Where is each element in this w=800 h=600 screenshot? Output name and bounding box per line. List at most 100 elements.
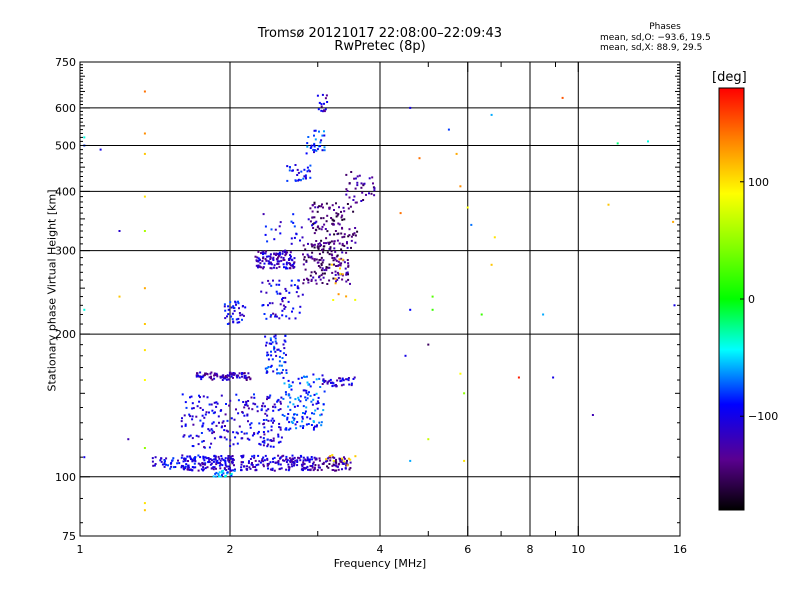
data-point [199,371,202,374]
data-point [257,463,260,466]
data-point [232,443,235,446]
data-point [342,383,345,386]
data-point [318,457,321,460]
data-point [233,373,236,376]
data-point [258,442,261,445]
data-point [322,245,325,248]
data-point [215,405,218,408]
data-point [356,230,359,233]
data-point [312,381,315,384]
data-point [323,146,326,149]
data-point [206,373,209,376]
data-point [249,458,252,460]
data-point [250,463,253,466]
data-point [294,459,297,462]
data-point [310,271,313,274]
data-point [266,398,268,401]
data-point [227,465,230,468]
data-point [304,412,306,415]
data-point [277,348,280,351]
data-point [277,409,280,412]
data-point [341,378,344,380]
data-point [266,354,268,357]
data-point [310,255,313,258]
data-point [273,469,276,472]
data-point [242,461,244,464]
data-point [280,256,283,259]
data-point [354,234,357,237]
data-point [339,377,341,380]
data-point [325,266,328,269]
data-point [266,438,269,441]
data-point [238,312,241,314]
data-point [304,458,307,461]
data-point [222,472,225,475]
data-point [227,430,229,433]
data-point [290,242,293,245]
data-point [208,376,211,379]
data-point [83,308,86,311]
data-point [297,295,300,298]
data-point [358,174,361,177]
data-point [336,264,339,267]
data-point [127,438,130,441]
data-point [171,459,174,462]
data-point [241,372,244,374]
data-point [251,455,254,458]
data-point [187,468,190,471]
data-point [313,258,316,261]
data-point [291,465,294,468]
data-point [205,457,208,460]
data-point [271,469,274,471]
data-point [338,258,341,261]
data-point [303,462,306,465]
data-point [262,253,264,256]
data-point [321,248,323,251]
data-point [328,242,330,245]
data-point [202,422,205,425]
data-point [361,191,364,194]
data-point [277,255,280,258]
data-point [329,378,332,381]
data-point [243,414,246,417]
data-point [239,314,242,317]
data-point [143,502,146,505]
data-point [336,254,339,257]
data-point [283,307,286,310]
y-tick-label: 400 [55,185,76,198]
data-point [307,458,309,461]
data-point [264,335,267,338]
data-point [288,166,291,168]
data-point [324,380,327,382]
data-point [315,378,318,381]
data-point [306,381,309,384]
y-tick-label: 500 [55,139,76,152]
data-point [346,242,348,245]
data-point [341,251,344,254]
data-point [211,429,214,432]
data-point [267,260,270,263]
data-point [322,409,325,412]
data-point [309,465,312,467]
data-point [265,409,268,412]
data-point [288,258,290,261]
data-point [334,469,336,472]
data-point [313,129,316,132]
data-point [288,317,291,320]
data-point [211,432,214,435]
data-point [262,402,265,405]
data-point [276,256,279,259]
data-point [324,97,327,100]
data-point [303,175,306,178]
data-point [354,455,357,458]
data-point [272,259,275,261]
data-point [297,279,300,282]
data-point [339,262,342,265]
data-point [427,438,430,441]
data-point [247,407,250,410]
data-point [254,459,257,462]
data-point [315,258,318,261]
data-point [118,295,121,298]
data-point [224,375,227,378]
data-point [288,394,291,396]
